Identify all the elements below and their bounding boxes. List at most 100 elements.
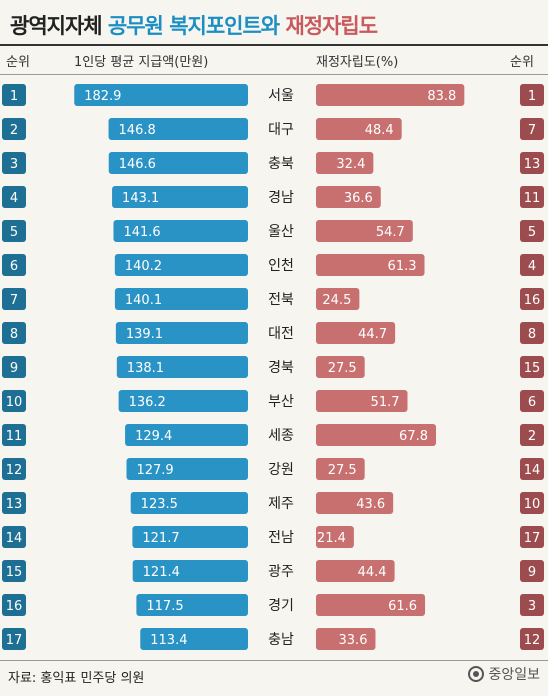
welfare-rank-box <box>2 288 26 310</box>
logo-icon <box>468 666 485 682</box>
fiscal-bar <box>316 458 365 480</box>
chart-title: 광역지자체 공무원 복지포인트와 재정자립도 <box>10 10 378 40</box>
welfare-value-label: 146.8 <box>119 123 156 138</box>
welfare-bar <box>118 390 248 412</box>
welfare-bar <box>114 254 248 276</box>
welfare-header: 1인당 평균 지급액(만원) <box>74 55 209 70</box>
fiscal-header: 재정자립도(%) <box>316 55 399 70</box>
fiscal-rank-label: 8 <box>528 327 536 342</box>
fiscal-bar <box>316 152 374 174</box>
fiscal-rank-box <box>520 526 544 548</box>
rank-right-header: 순위 <box>510 55 534 70</box>
fiscal-value-label: 44.7 <box>358 327 387 342</box>
fiscal-value-label: 51.7 <box>371 395 400 410</box>
title-part-3: 재정자립도 <box>285 14 378 38</box>
fiscal-bar <box>316 84 465 106</box>
fiscal-rank-label: 4 <box>528 259 536 274</box>
welfare-rank-box <box>2 220 26 242</box>
fiscal-bar <box>316 560 395 582</box>
welfare-rank-box <box>2 152 26 174</box>
fiscal-rank-box <box>520 254 544 276</box>
fiscal-bar <box>316 322 396 344</box>
welfare-rank-box <box>2 458 26 480</box>
fiscal-bar <box>316 254 425 276</box>
fiscal-rank-box <box>520 594 544 616</box>
fiscal-rank-box <box>520 288 544 310</box>
fiscal-value-label: 24.5 <box>322 293 351 308</box>
welfare-rank-label: 6 <box>10 259 18 274</box>
fiscal-value-label: 27.5 <box>328 361 357 376</box>
welfare-bar <box>136 594 248 616</box>
region-label: 강원 <box>268 462 294 478</box>
welfare-value-label: 182.9 <box>84 89 121 104</box>
fiscal-rank-box <box>520 84 544 106</box>
fiscal-rank-label: 6 <box>528 395 536 410</box>
welfare-bar <box>74 84 249 106</box>
fiscal-rank-label: 2 <box>528 429 536 444</box>
region-label: 인천 <box>268 258 294 274</box>
rank-left-header: 순위 <box>6 55 30 70</box>
fiscal-value-label: 33.6 <box>339 633 368 648</box>
welfare-bar <box>115 322 248 344</box>
welfare-rank-box <box>2 254 26 276</box>
welfare-rank-label: 14 <box>6 531 23 546</box>
fiscal-value-label: 83.8 <box>427 89 456 104</box>
fiscal-rank-label: 14 <box>524 463 541 478</box>
welfare-bar <box>113 220 248 242</box>
fiscal-value-label: 32.4 <box>336 157 365 172</box>
fiscal-rank-label: 10 <box>524 497 541 512</box>
welfare-rank-label: 12 <box>6 463 23 478</box>
fiscal-rank-box <box>520 186 544 208</box>
welfare-rank-label: 1 <box>10 89 18 104</box>
fiscal-bar <box>316 526 354 548</box>
fiscal-bar <box>316 288 360 310</box>
welfare-bar <box>108 152 248 174</box>
fiscal-value-label: 48.4 <box>365 123 394 138</box>
welfare-bar <box>108 118 248 140</box>
region-label: 세종 <box>268 428 294 444</box>
region-label: 대구 <box>268 122 294 138</box>
fiscal-bar <box>316 118 402 140</box>
fiscal-rank-label: 7 <box>528 123 536 138</box>
welfare-rank-box <box>2 84 26 106</box>
welfare-rank-label: 7 <box>10 293 18 308</box>
fiscal-rank-box <box>520 390 544 412</box>
welfare-value-label: 113.4 <box>150 633 187 648</box>
logo-text: 중앙일보 <box>488 667 540 683</box>
welfare-bar <box>132 560 248 582</box>
welfare-rank-label: 15 <box>6 565 23 580</box>
welfare-bar <box>130 492 248 514</box>
fiscal-value-label: 61.6 <box>388 599 417 614</box>
region-label: 경북 <box>268 360 294 376</box>
welfare-bar <box>126 458 248 480</box>
welfare-value-label: 127.9 <box>136 463 173 478</box>
fiscal-rank-box <box>520 458 544 480</box>
welfare-value-label: 129.4 <box>135 429 172 444</box>
publisher-logo: 중앙일보 <box>468 664 540 684</box>
welfare-rank-box <box>2 526 26 548</box>
welfare-value-label: 117.5 <box>146 599 183 614</box>
welfare-rank-box <box>2 186 26 208</box>
fiscal-value-label: 54.7 <box>376 225 405 240</box>
welfare-value-label: 146.6 <box>119 157 156 172</box>
fiscal-rank-label: 11 <box>524 191 541 206</box>
title-part-1: 광역지자체 <box>10 14 103 38</box>
fiscal-bar <box>316 186 381 208</box>
region-label: 충북 <box>268 156 294 172</box>
welfare-bar <box>140 628 248 650</box>
welfare-value-label: 123.5 <box>141 497 178 512</box>
fiscal-value-label: 67.8 <box>399 429 428 444</box>
fiscal-rank-label: 17 <box>524 531 541 546</box>
welfare-value-label: 138.1 <box>127 361 164 376</box>
fiscal-value-label: 61.3 <box>388 259 417 274</box>
welfare-rank-label: 9 <box>10 361 18 376</box>
fiscal-rank-label: 16 <box>524 293 541 308</box>
welfare-rank-box <box>2 390 26 412</box>
region-label: 경기 <box>268 598 294 614</box>
fiscal-value-label: 43.6 <box>356 497 385 512</box>
welfare-rank-label: 10 <box>6 395 23 410</box>
fiscal-rank-box <box>520 152 544 174</box>
fiscal-rank-label: 3 <box>528 599 536 614</box>
fiscal-value-label: 21.4 <box>317 531 346 546</box>
welfare-value-label: 121.7 <box>142 531 179 546</box>
